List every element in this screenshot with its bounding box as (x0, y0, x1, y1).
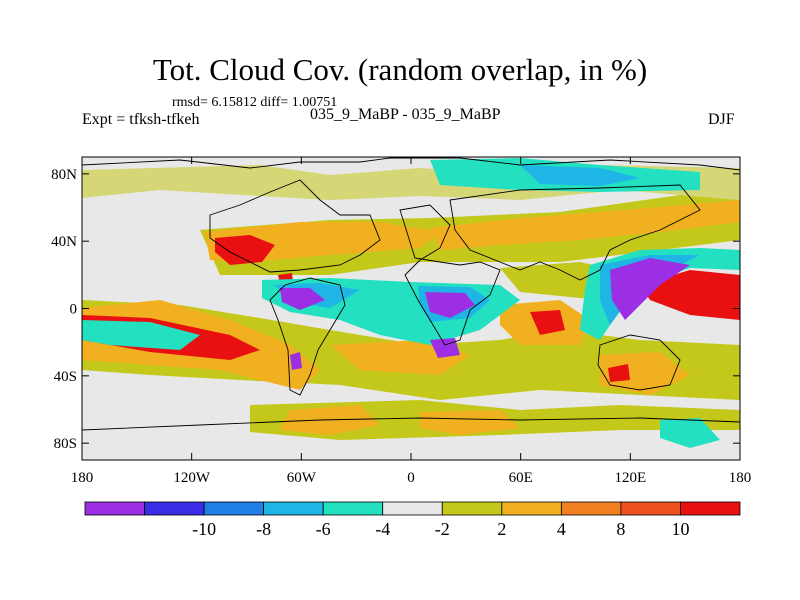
map-title: Tot. Cloud Cov. (random overlap, in %) (152, 52, 648, 87)
colorbar-label: -6 (316, 519, 331, 539)
lon-tick-label: 0 (407, 470, 415, 486)
colorbar-label: -2 (435, 519, 450, 539)
colorbar-swatch (263, 501, 324, 516)
colorbar-swatch (560, 501, 622, 516)
colorbar-swatch (322, 501, 384, 516)
colorbar-swatch (144, 501, 205, 516)
lon-tick-label: 120W (173, 470, 211, 486)
colorbar-label: -4 (375, 519, 390, 539)
stats-readout: rmsd= 6.15812 diff= 1.00751 (172, 95, 338, 110)
colorbar-label: 2 (497, 519, 506, 539)
contour-level-lt-neg10 (280, 258, 690, 370)
colorbar-swatch (501, 501, 562, 516)
colorbar-label: -8 (256, 519, 271, 539)
colorbar-swatch (680, 501, 741, 516)
lon-tick-label: 60W (287, 470, 317, 486)
colorbar-swatch (203, 501, 265, 516)
lat-tick-label: 80N (51, 167, 77, 183)
lon-tick-label: 60E (509, 470, 533, 486)
colorbar-label: 8 (616, 519, 625, 539)
coastlines (82, 157, 740, 431)
experiment-label: Expt = tfksh-tfkeh (82, 111, 200, 128)
colorbar-swatch (441, 501, 503, 516)
colorbar-swatch (620, 501, 681, 516)
lon-tick-label: 180 (729, 470, 752, 486)
colorbar-label: 10 (671, 519, 689, 539)
field-layer (82, 157, 740, 460)
lon-tick-label: 180 (71, 470, 94, 486)
lat-tick-label: 40S (54, 369, 77, 385)
lon-tick-label: 120E (614, 470, 646, 486)
lat-tick-label: 0 (70, 302, 78, 318)
colorbar: -10 -8 -6 -4 -2 2 4 8 10 (84, 501, 741, 539)
colorbar-label: -10 (192, 519, 216, 539)
axis-ticks: 80N 40N 0 40S 80S 180 120W 60W 0 60E 120E 180 (51, 157, 751, 486)
lat-tick-label: 40N (51, 234, 77, 250)
colorbar-swatch (84, 501, 145, 516)
period-label: 035_9_MaBP - 035_9_MaBP (310, 106, 501, 123)
colorbar-swatch (382, 501, 443, 516)
colorbar-label: 4 (557, 519, 566, 539)
season-label: DJF (708, 111, 735, 128)
lat-tick-label: 80S (54, 436, 77, 452)
